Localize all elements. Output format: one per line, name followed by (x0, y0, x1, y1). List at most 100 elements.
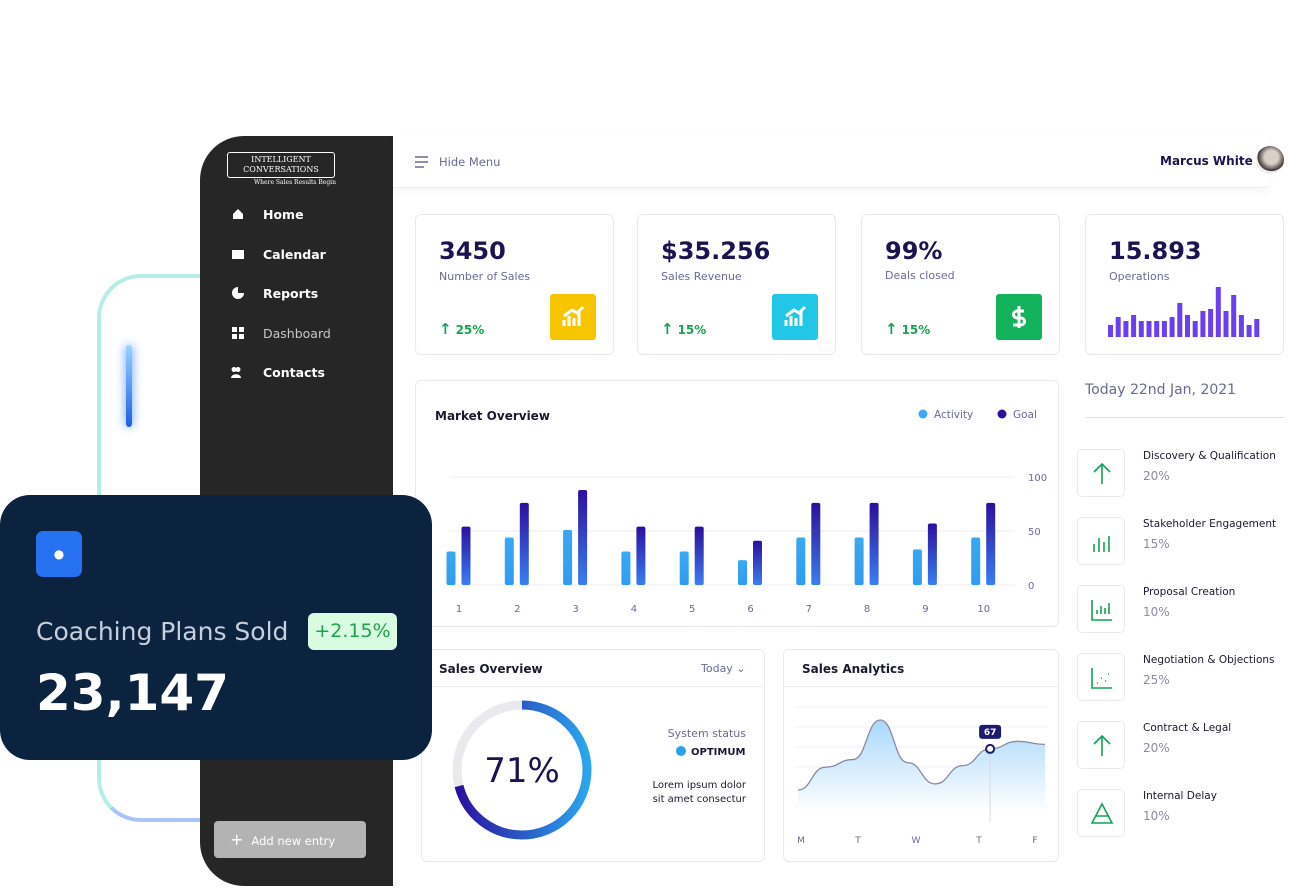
hide-menu[interactable]: Hide Menu (439, 155, 501, 169)
stat-change-value: 15% (901, 323, 931, 337)
period-select[interactable]: Today ⌄ (701, 662, 746, 675)
promo-value: 23,147 (36, 664, 229, 722)
stage-icon (1077, 721, 1125, 769)
analytics-chart: 67 M T W T F (795, 706, 1048, 846)
sales-overview-title: Sales Overview (439, 662, 543, 676)
nav-icon (232, 287, 244, 299)
y-tick-label: 50 (1028, 527, 1041, 538)
glyph (1091, 668, 1112, 689)
x-tick-label: 2 (514, 604, 520, 615)
nav-glyph (232, 287, 244, 299)
stage-name: Stakeholder Engagement (1143, 518, 1277, 530)
nav-icon (233, 209, 243, 219)
stat-value: 15.893 (1109, 237, 1202, 265)
operations-bar (1115, 317, 1121, 337)
arrow: ↑ (439, 320, 452, 338)
nav-icon (232, 249, 244, 259)
operations-bar (1231, 295, 1237, 337)
stage-icon (1077, 517, 1125, 565)
glyph (1093, 536, 1110, 552)
stage-icon (1077, 653, 1125, 701)
stat-icon (996, 294, 1042, 340)
sales-overview-card (421, 649, 765, 862)
stage-value: 15% (1143, 537, 1170, 551)
operations-bar (1215, 287, 1221, 337)
operations-bar (1223, 311, 1229, 337)
nav-glyph (233, 209, 243, 219)
plus: + (230, 830, 244, 849)
stage-name: Internal Delay (1143, 790, 1217, 802)
stat-icon (772, 294, 818, 340)
stage-icon (1077, 585, 1125, 633)
day-label: W (912, 836, 921, 846)
stat-change: ↑ 15% (661, 320, 706, 338)
avatar[interactable] (1256, 146, 1284, 174)
stage-glyph (1093, 462, 1111, 484)
stat-label: Deals closed (885, 269, 955, 282)
promo-icon: ● (36, 531, 82, 577)
stage-value: 10% (1143, 605, 1170, 619)
operations-bars (1108, 287, 1260, 337)
ring-progress (452, 700, 592, 840)
stage-value: 20% (1143, 741, 1170, 755)
add-entry-button[interactable]: + Add new entry (214, 821, 366, 858)
card-divider (422, 686, 764, 687)
operations-bar (1131, 315, 1137, 337)
arrow: ↑ (885, 320, 898, 338)
glyph (1091, 600, 1112, 621)
operations-bar (1146, 321, 1152, 337)
stat-value: 99% (885, 237, 943, 265)
operations-bar (1161, 321, 1167, 337)
nav-item[interactable]: Dashboard (263, 325, 331, 341)
bar (971, 537, 981, 585)
legend-label: Goal (1013, 409, 1037, 421)
operations-bar (1185, 315, 1190, 337)
operations-bar (1238, 315, 1244, 337)
stage-name: Contract & Legal (1143, 722, 1232, 734)
nav-item[interactable]: Reports (263, 286, 319, 301)
x-tick-label: 10 (977, 604, 990, 615)
menu-icon[interactable] (415, 156, 429, 168)
x-tick-label: 1 (456, 604, 462, 615)
operations-bar (1177, 303, 1183, 337)
nav-item[interactable]: Contacts (263, 365, 325, 380)
stage-name: Discovery & Qualification (1143, 450, 1276, 462)
x-tick-label: 4 (631, 604, 637, 615)
user-name: Marcus White (1160, 154, 1253, 168)
stage-value: 20% (1143, 469, 1170, 483)
stat-value: 3450 (439, 237, 506, 265)
stage-glyph (1093, 536, 1110, 552)
bar (854, 537, 864, 585)
operations-bar (1108, 325, 1113, 337)
legend-label: Activity (934, 409, 973, 421)
stat-change-value: 15% (677, 323, 707, 337)
stage-glyph (1091, 600, 1112, 621)
stage-name: Proposal Creation (1143, 586, 1236, 598)
date: Today 22nd Jan, 2021 (1085, 382, 1237, 398)
nav-item[interactable]: Home (263, 207, 304, 222)
stat-icon (550, 294, 596, 340)
stage-icon (1077, 449, 1125, 497)
bar (738, 560, 747, 585)
glyph (1012, 306, 1026, 328)
stat-label: Sales Revenue (661, 270, 742, 283)
card-divider (784, 686, 1058, 687)
nav-glyph (232, 249, 244, 259)
stage-name: Negotiation & Objections (1143, 654, 1275, 666)
bar (912, 549, 922, 585)
stat-value: $35.256 (661, 237, 771, 265)
x-tick-label: 9 (922, 604, 928, 615)
nav-item[interactable]: Calendar (263, 246, 326, 262)
add-entry-label: Add new entry (251, 834, 336, 848)
operations-bar (1208, 309, 1214, 337)
glyph (784, 305, 807, 326)
stat-label: Operations (1109, 270, 1170, 283)
day-label: T (975, 836, 982, 846)
x-tick-label: 8 (864, 604, 870, 615)
marker-label: 67 (984, 728, 997, 738)
market-chart: Market Overview Activity Goal 0 50 100 1 2 3 4 5 6 7… (435, 409, 1047, 615)
promo-title: Coaching Plans Sold (36, 617, 289, 646)
nav-glyph (231, 367, 241, 378)
sales-analytics-title: Sales Analytics (802, 662, 905, 676)
